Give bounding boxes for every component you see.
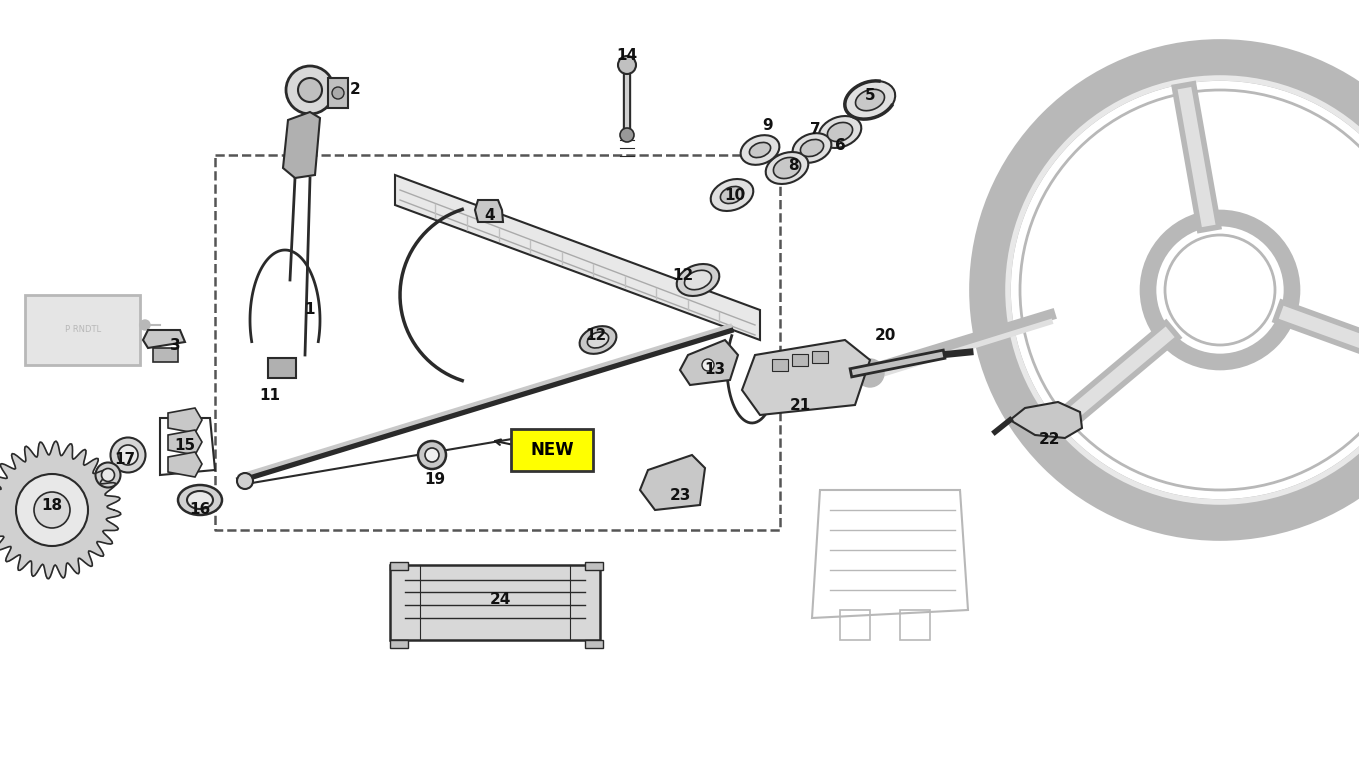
Ellipse shape <box>178 485 222 515</box>
Ellipse shape <box>818 116 862 148</box>
Polygon shape <box>1010 402 1082 438</box>
Text: 1: 1 <box>304 302 315 318</box>
Bar <box>268 358 296 378</box>
Ellipse shape <box>118 445 139 465</box>
Circle shape <box>703 359 713 371</box>
Circle shape <box>856 359 883 387</box>
Text: 10: 10 <box>724 188 746 202</box>
Ellipse shape <box>856 89 885 111</box>
Bar <box>390 565 601 640</box>
Text: 14: 14 <box>617 47 637 63</box>
Ellipse shape <box>773 157 800 178</box>
Bar <box>811 351 828 363</box>
Bar <box>390 562 408 570</box>
Ellipse shape <box>828 122 852 142</box>
Text: 6: 6 <box>834 137 845 153</box>
Circle shape <box>236 473 253 489</box>
Ellipse shape <box>741 135 780 165</box>
Ellipse shape <box>579 326 617 354</box>
Circle shape <box>285 66 334 114</box>
Text: 3: 3 <box>170 337 181 353</box>
Polygon shape <box>640 455 705 510</box>
Bar <box>584 640 603 648</box>
Text: 15: 15 <box>174 438 196 453</box>
Text: 23: 23 <box>670 487 690 502</box>
Text: 2: 2 <box>349 82 360 98</box>
Text: 4: 4 <box>485 208 495 222</box>
Text: 12: 12 <box>586 328 606 343</box>
Bar <box>584 562 603 570</box>
Bar <box>792 354 809 366</box>
Polygon shape <box>154 348 178 362</box>
Circle shape <box>140 320 149 330</box>
Text: 7: 7 <box>810 122 821 137</box>
Text: 16: 16 <box>189 502 211 518</box>
Circle shape <box>425 448 439 462</box>
Bar <box>772 359 788 371</box>
Polygon shape <box>283 112 319 178</box>
Polygon shape <box>143 330 185 348</box>
Ellipse shape <box>587 332 609 348</box>
Polygon shape <box>0 441 121 579</box>
Polygon shape <box>395 175 760 340</box>
Circle shape <box>34 492 71 528</box>
Polygon shape <box>476 200 503 222</box>
Ellipse shape <box>792 133 832 163</box>
Polygon shape <box>169 452 202 477</box>
Ellipse shape <box>749 143 771 157</box>
Circle shape <box>419 441 446 469</box>
Text: 19: 19 <box>424 473 446 487</box>
Text: 11: 11 <box>260 388 280 402</box>
Polygon shape <box>169 430 202 455</box>
Text: 17: 17 <box>114 453 136 467</box>
Ellipse shape <box>188 491 213 509</box>
Text: 13: 13 <box>704 363 726 377</box>
Text: 24: 24 <box>489 593 511 608</box>
Text: 18: 18 <box>41 498 63 512</box>
Ellipse shape <box>765 152 809 184</box>
Circle shape <box>620 128 635 142</box>
Circle shape <box>618 56 636 74</box>
Text: P RNDTL: P RNDTL <box>65 326 101 335</box>
Text: 9: 9 <box>762 118 773 133</box>
Text: 20: 20 <box>874 328 896 343</box>
Circle shape <box>16 474 88 546</box>
Text: 22: 22 <box>1040 432 1061 447</box>
Ellipse shape <box>720 187 743 204</box>
Ellipse shape <box>677 264 719 296</box>
Ellipse shape <box>102 469 114 481</box>
Ellipse shape <box>685 270 712 290</box>
Text: 5: 5 <box>864 88 875 102</box>
Ellipse shape <box>110 438 145 473</box>
Text: 21: 21 <box>790 398 810 412</box>
FancyBboxPatch shape <box>511 429 593 471</box>
Polygon shape <box>328 78 348 108</box>
Polygon shape <box>680 340 738 385</box>
Text: NEW: NEW <box>530 441 573 459</box>
Polygon shape <box>742 340 870 415</box>
Circle shape <box>298 78 322 102</box>
Ellipse shape <box>95 463 121 487</box>
Text: 8: 8 <box>788 157 798 173</box>
Polygon shape <box>169 408 202 433</box>
Ellipse shape <box>845 81 896 119</box>
Ellipse shape <box>800 140 824 157</box>
Bar <box>390 640 408 648</box>
Circle shape <box>332 87 344 99</box>
Bar <box>24 295 140 365</box>
Text: 12: 12 <box>673 267 693 283</box>
Ellipse shape <box>711 179 753 211</box>
